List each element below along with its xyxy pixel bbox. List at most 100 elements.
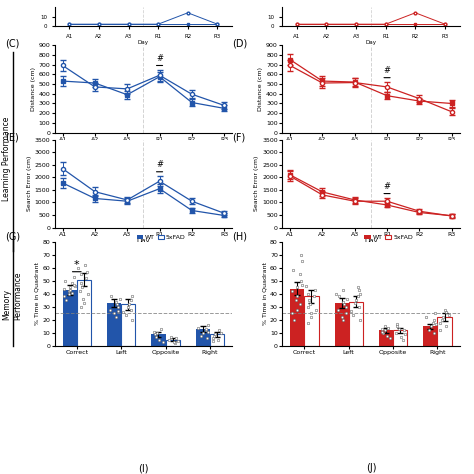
Point — [438, 316, 446, 324]
Point — [114, 303, 122, 311]
Point — [297, 277, 305, 284]
Point — [116, 295, 123, 303]
Point — [338, 314, 346, 321]
Point — [77, 280, 85, 287]
Point — [304, 290, 312, 298]
X-axis label: Day: Day — [364, 143, 378, 149]
Point — [288, 310, 296, 317]
Point — [355, 286, 363, 294]
Point — [342, 310, 350, 317]
Text: *: * — [74, 260, 80, 270]
Point — [83, 268, 91, 275]
Point — [204, 321, 211, 329]
Point — [115, 307, 122, 315]
Point — [392, 329, 400, 337]
Point — [379, 328, 386, 336]
Bar — [290, 289, 304, 346]
Point — [380, 329, 387, 337]
Point — [65, 290, 73, 298]
Point — [341, 301, 348, 308]
Point — [356, 290, 364, 298]
Point — [304, 319, 312, 326]
Point — [76, 287, 84, 295]
Point — [154, 329, 161, 337]
Text: Learning Performance: Learning Performance — [2, 117, 11, 201]
Point — [306, 301, 313, 308]
Point — [122, 311, 129, 319]
Bar — [304, 297, 319, 346]
Text: #: # — [383, 66, 391, 75]
Point — [431, 329, 438, 337]
Point — [127, 297, 135, 304]
Text: #: # — [383, 182, 391, 191]
Point — [437, 319, 444, 326]
Point — [342, 303, 349, 311]
Bar — [423, 327, 438, 346]
Text: (H): (H) — [232, 231, 247, 241]
Bar — [107, 303, 121, 346]
Point — [65, 287, 73, 295]
Point — [74, 264, 82, 272]
Point — [293, 306, 301, 313]
Point — [296, 301, 303, 308]
Text: (E): (E) — [5, 133, 18, 143]
Point — [157, 325, 164, 333]
Point — [382, 323, 389, 330]
Point — [429, 319, 437, 326]
Point — [151, 330, 159, 338]
Point — [84, 290, 92, 298]
Y-axis label: Distance (cm): Distance (cm) — [258, 67, 264, 111]
Point — [70, 273, 78, 281]
Point — [432, 320, 439, 328]
Point — [204, 328, 212, 336]
Point — [119, 309, 127, 316]
Bar — [165, 339, 180, 346]
Point — [152, 333, 160, 341]
Point — [400, 327, 408, 334]
Point — [82, 274, 90, 282]
Text: (C): (C) — [5, 38, 19, 48]
Point — [339, 316, 347, 324]
Text: (D): (D) — [232, 38, 247, 48]
X-axis label: Day: Day — [365, 40, 376, 45]
Point — [173, 335, 180, 342]
Point — [305, 297, 312, 304]
Point — [356, 316, 364, 324]
Point — [293, 283, 301, 291]
Bar — [379, 330, 393, 346]
Point — [209, 337, 217, 345]
Point — [439, 314, 447, 321]
Point — [66, 283, 73, 291]
Bar — [349, 302, 363, 346]
Point — [335, 292, 343, 301]
Y-axis label: % Time in Quadrant: % Time in Quadrant — [35, 263, 40, 325]
Point — [203, 335, 211, 342]
Point — [174, 337, 182, 345]
Point — [383, 332, 391, 339]
Y-axis label: % Time in Quadrant: % Time in Quadrant — [262, 263, 267, 325]
Point — [394, 320, 401, 328]
Point — [81, 262, 88, 269]
Y-axis label: Distance (cm): Distance (cm) — [31, 67, 36, 111]
Point — [339, 286, 347, 294]
Point — [198, 332, 205, 339]
Point — [80, 299, 88, 307]
Point — [62, 277, 69, 284]
Legend: WT, 5xFAD: WT, 5xFAD — [362, 232, 415, 243]
Point — [209, 335, 217, 342]
Point — [430, 316, 438, 324]
Bar — [77, 280, 91, 346]
Bar — [438, 318, 452, 346]
Point — [79, 295, 87, 303]
Point — [445, 311, 453, 319]
Point — [384, 324, 392, 332]
Point — [441, 306, 449, 313]
Point — [310, 292, 318, 301]
Bar — [393, 330, 407, 346]
Point — [298, 251, 305, 259]
Point — [311, 286, 319, 294]
Text: #: # — [156, 54, 163, 63]
Point — [170, 338, 178, 346]
Point — [215, 327, 223, 334]
Point — [78, 283, 86, 291]
